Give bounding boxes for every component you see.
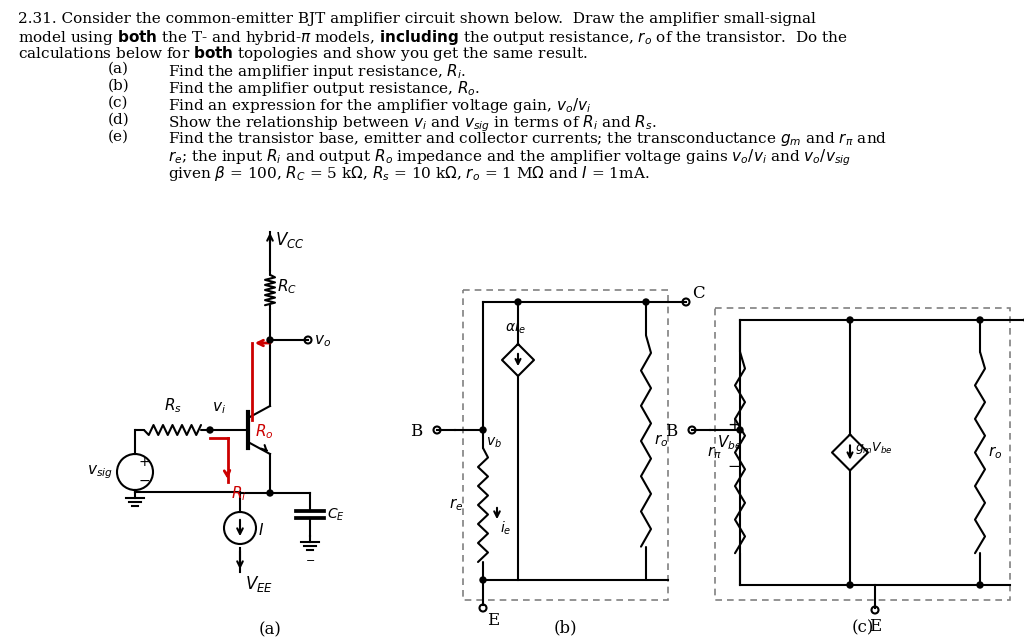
Circle shape	[207, 427, 213, 433]
Text: $\mathit{v}_i$: $\mathit{v}_i$	[212, 400, 226, 416]
Text: (c): (c)	[851, 620, 873, 636]
Circle shape	[480, 427, 486, 433]
Text: C: C	[692, 285, 705, 303]
Text: 2.31. Consider the common-emitter BJT amplifier circuit shown below.  Draw the a: 2.31. Consider the common-emitter BJT am…	[18, 12, 816, 26]
Text: $\mathit{v}_{sig}$: $\mathit{v}_{sig}$	[87, 463, 113, 481]
Text: $\mathit{I}$: $\mathit{I}$	[258, 522, 264, 538]
Text: $\mathit{R}_s$: $\mathit{R}_s$	[164, 396, 181, 415]
Text: $\mathit{C}_E$: $\mathit{C}_E$	[327, 506, 345, 523]
Circle shape	[267, 490, 273, 496]
Text: $\mathit{R}_i$: $\mathit{R}_i$	[231, 484, 247, 503]
Text: (b): (b)	[108, 79, 130, 93]
Text: E: E	[487, 612, 500, 629]
Text: $\mathit{R}_o$: $\mathit{R}_o$	[255, 422, 273, 441]
Circle shape	[977, 582, 983, 588]
Text: E: E	[869, 618, 881, 635]
Text: B: B	[665, 422, 677, 440]
Circle shape	[515, 299, 521, 305]
Text: (d): (d)	[108, 113, 130, 127]
Text: Find an expression for the amplifier voltage gain, $v_o/v_i$: Find an expression for the amplifier vol…	[168, 96, 591, 115]
Text: calculations below for $\bf{both}$ topologies and show you get the same result.: calculations below for $\bf{both}$ topol…	[18, 44, 588, 63]
Text: $\mathit{r}_o$: $\mathit{r}_o$	[654, 433, 669, 449]
Text: (c): (c)	[108, 96, 128, 110]
Text: $\mathit{g}_m\mathit{V}_{be}$: $\mathit{g}_m\mathit{V}_{be}$	[855, 440, 893, 455]
Circle shape	[977, 317, 983, 323]
Circle shape	[480, 577, 486, 583]
Text: $-$: $-$	[727, 457, 740, 472]
Text: B: B	[410, 422, 422, 440]
Text: Find the amplifier input resistance, $R_i$.: Find the amplifier input resistance, $R_…	[168, 62, 466, 81]
Text: Find the transistor base, emitter and collector currents; the transconductance $: Find the transistor base, emitter and co…	[168, 130, 887, 148]
Circle shape	[267, 337, 273, 343]
Text: (b): (b)	[554, 620, 578, 636]
Text: $\mathit{r}_e$: $\mathit{r}_e$	[449, 497, 463, 513]
Text: Find the amplifier output resistance, $R_o$.: Find the amplifier output resistance, $R…	[168, 79, 480, 98]
Circle shape	[847, 317, 853, 323]
Text: $\mathit{V}_{CC}$: $\mathit{V}_{CC}$	[275, 230, 304, 250]
Text: Show the relationship between $v_i$ and $v_{sig}$ in terms of $R_i$ and $R_s$.: Show the relationship between $v_i$ and …	[168, 113, 656, 134]
Text: model using $\bf{both}$ the T- and hybrid-$\pi$ models, $\bf{including}$ the out: model using $\bf{both}$ the T- and hybri…	[18, 28, 848, 47]
Text: $\mathit{i}_e$: $\mathit{i}_e$	[500, 520, 511, 538]
Text: +: +	[138, 455, 150, 469]
Text: $\mathit{V}_{be}$: $\mathit{V}_{be}$	[717, 433, 742, 452]
Text: +: +	[727, 415, 741, 434]
Circle shape	[643, 299, 649, 305]
Text: (e): (e)	[108, 130, 129, 144]
Text: given $\beta$ = 100, $R_C$ = 5 k$\Omega$, $R_s$ = 10 k$\Omega$, $r_o$ = 1 M$\Ome: given $\beta$ = 100, $R_C$ = 5 k$\Omega$…	[168, 164, 649, 183]
Text: $\mathit{v}_o$: $\mathit{v}_o$	[314, 333, 331, 349]
Circle shape	[847, 582, 853, 588]
Text: $\mathit{R}_C$: $\mathit{R}_C$	[278, 278, 297, 296]
Circle shape	[737, 427, 743, 433]
Text: $\mathit{r}_\pi$: $\mathit{r}_\pi$	[708, 444, 722, 461]
Text: $\alpha \mathit{i}_e$: $\alpha \mathit{i}_e$	[505, 318, 525, 336]
Text: $\mathit{r}_o$: $\mathit{r}_o$	[988, 444, 1002, 461]
Text: $r_e$; the input $R_i$ and output $R_o$ impedance and the amplifier voltage gain: $r_e$; the input $R_i$ and output $R_o$ …	[168, 147, 851, 168]
Text: $-$: $-$	[305, 554, 315, 564]
Text: $\mathit{v}_b$: $\mathit{v}_b$	[486, 436, 502, 450]
Text: (a): (a)	[108, 62, 129, 76]
Text: $-$: $-$	[138, 473, 151, 487]
Text: (a): (a)	[259, 622, 282, 637]
Text: $\mathit{V}_{EE}$: $\mathit{V}_{EE}$	[245, 574, 273, 594]
